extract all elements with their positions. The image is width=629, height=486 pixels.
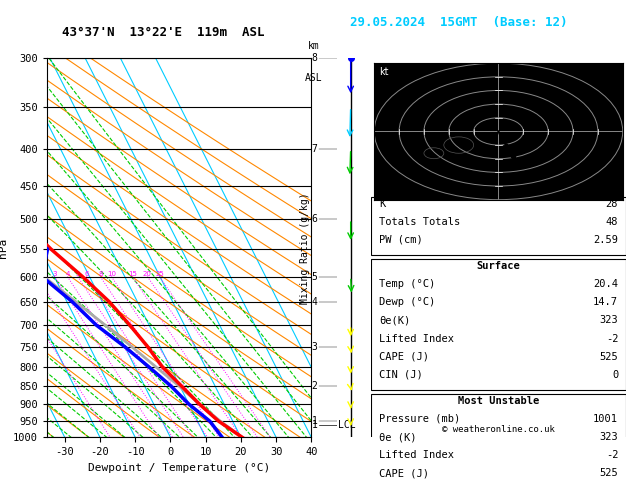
Text: 15: 15 [128,271,136,277]
Text: 14.7: 14.7 [593,297,618,307]
Text: Most Unstable: Most Unstable [458,396,539,406]
Text: 43°37'N  13°22'E  119m  ASL: 43°37'N 13°22'E 119m ASL [62,26,265,39]
Text: 1001: 1001 [593,414,618,424]
Text: 6: 6 [84,271,89,277]
Text: 3: 3 [52,271,57,277]
Text: 28: 28 [606,199,618,208]
Text: 8: 8 [98,271,103,277]
Text: 525: 525 [599,352,618,362]
X-axis label: Dewpoint / Temperature (°C): Dewpoint / Temperature (°C) [88,463,270,473]
Text: 20.4: 20.4 [593,279,618,289]
Bar [371,197,626,255]
Text: © weatheronline.co.uk: © weatheronline.co.uk [442,425,555,434]
Text: 323: 323 [599,315,618,325]
Text: 323: 323 [599,432,618,442]
Text: 525: 525 [599,469,618,479]
Text: θe (K): θe (K) [379,432,416,442]
Text: 1: 1 [312,416,318,426]
Text: km: km [308,41,320,51]
Text: kt: kt [379,67,389,77]
Bar [371,259,626,390]
Text: 10: 10 [107,271,116,277]
Text: 48: 48 [606,217,618,227]
Text: 8: 8 [312,53,318,63]
Bar [371,394,626,486]
Text: 6: 6 [312,214,318,224]
Y-axis label: hPa: hPa [0,238,8,258]
Text: K: K [379,199,385,208]
Text: Lifted Index: Lifted Index [379,333,454,344]
Text: LCL: LCL [338,419,355,430]
Text: Mixing Ratio (g/kg): Mixing Ratio (g/kg) [300,192,310,304]
Text: -2: -2 [606,451,618,460]
Text: Dewp (°C): Dewp (°C) [379,297,435,307]
Text: 4: 4 [312,297,318,307]
Text: 0: 0 [612,370,618,380]
Text: θe(K): θe(K) [379,315,410,325]
Text: CIN (J): CIN (J) [379,370,423,380]
Text: 2: 2 [312,381,318,391]
Text: 7: 7 [312,144,318,154]
Text: Temp (°C): Temp (°C) [379,279,435,289]
Text: ASL: ASL [305,73,323,84]
Text: Lifted Index: Lifted Index [379,451,454,460]
Text: -2: -2 [606,333,618,344]
Text: 25: 25 [155,271,164,277]
Text: CAPE (J): CAPE (J) [379,469,429,479]
Text: 2.59: 2.59 [593,235,618,245]
Text: Totals Totals: Totals Totals [379,217,460,227]
Text: Pressure (mb): Pressure (mb) [379,414,460,424]
Text: 29.05.2024  15GMT  (Base: 12): 29.05.2024 15GMT (Base: 12) [350,16,568,29]
Text: 20: 20 [143,271,152,277]
Text: 1: 1 [312,419,318,430]
Text: 3: 3 [312,342,318,352]
Text: 4: 4 [65,271,70,277]
Text: Surface: Surface [477,261,520,271]
Text: 5: 5 [75,271,80,277]
Text: 5: 5 [312,272,318,281]
Text: PW (cm): PW (cm) [379,235,423,245]
Text: CAPE (J): CAPE (J) [379,352,429,362]
